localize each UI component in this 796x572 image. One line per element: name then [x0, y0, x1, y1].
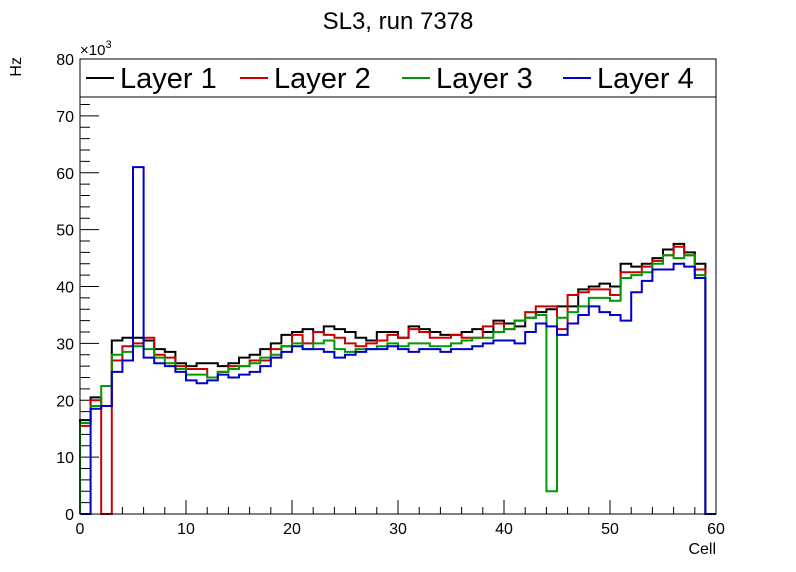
- x-tick-label: 30: [389, 521, 407, 538]
- legend-label-layer-2: Layer 2: [274, 63, 371, 95]
- y-tick-label: 80: [56, 52, 74, 69]
- x-tick-label: 20: [283, 521, 301, 538]
- legend-label-layer-4: Layer 4: [597, 63, 694, 95]
- y-tick-label: 30: [56, 336, 74, 353]
- y-multiplier-exponent: 3: [105, 39, 111, 51]
- chart-title: SL3, run 7378: [323, 8, 474, 35]
- axis-ticks: 0 10 20 30 40 50 60 0 10 20 30 40 50 60 70 80: [56, 52, 725, 538]
- y-multiplier-base: ×10: [80, 42, 105, 59]
- y-tick-label: 10: [56, 450, 74, 467]
- x-tick-label: 40: [495, 521, 513, 538]
- y-axis-multiplier: ×103: [80, 39, 112, 59]
- series-line-layer-3: [79, 254, 716, 515]
- y-tick-label: 40: [56, 280, 74, 297]
- x-tick-label: 0: [76, 521, 85, 538]
- y-tick-label: 60: [56, 166, 74, 183]
- y-tick-label: 0: [65, 507, 74, 524]
- series-line-layer-4: [80, 166, 716, 515]
- x-tick-label: 10: [177, 521, 195, 538]
- y-tick-label: 20: [56, 393, 74, 410]
- series-layer: [79, 166, 716, 515]
- y-tick-label: 50: [56, 223, 74, 240]
- y-tick-label: 70: [56, 109, 74, 126]
- legend-box: [79, 58, 717, 98]
- y-axis-label: Hz: [8, 57, 25, 77]
- legend-label-layer-1: Layer 1: [120, 63, 217, 95]
- legend: Layer 1 Layer 2 Layer 3 Layer 4: [79, 58, 717, 98]
- legend-label-layer-3: Layer 3: [436, 63, 533, 95]
- x-tick-label: 50: [601, 521, 619, 538]
- x-axis-label: Cell: [688, 541, 716, 558]
- x-tick-label: 60: [707, 521, 725, 538]
